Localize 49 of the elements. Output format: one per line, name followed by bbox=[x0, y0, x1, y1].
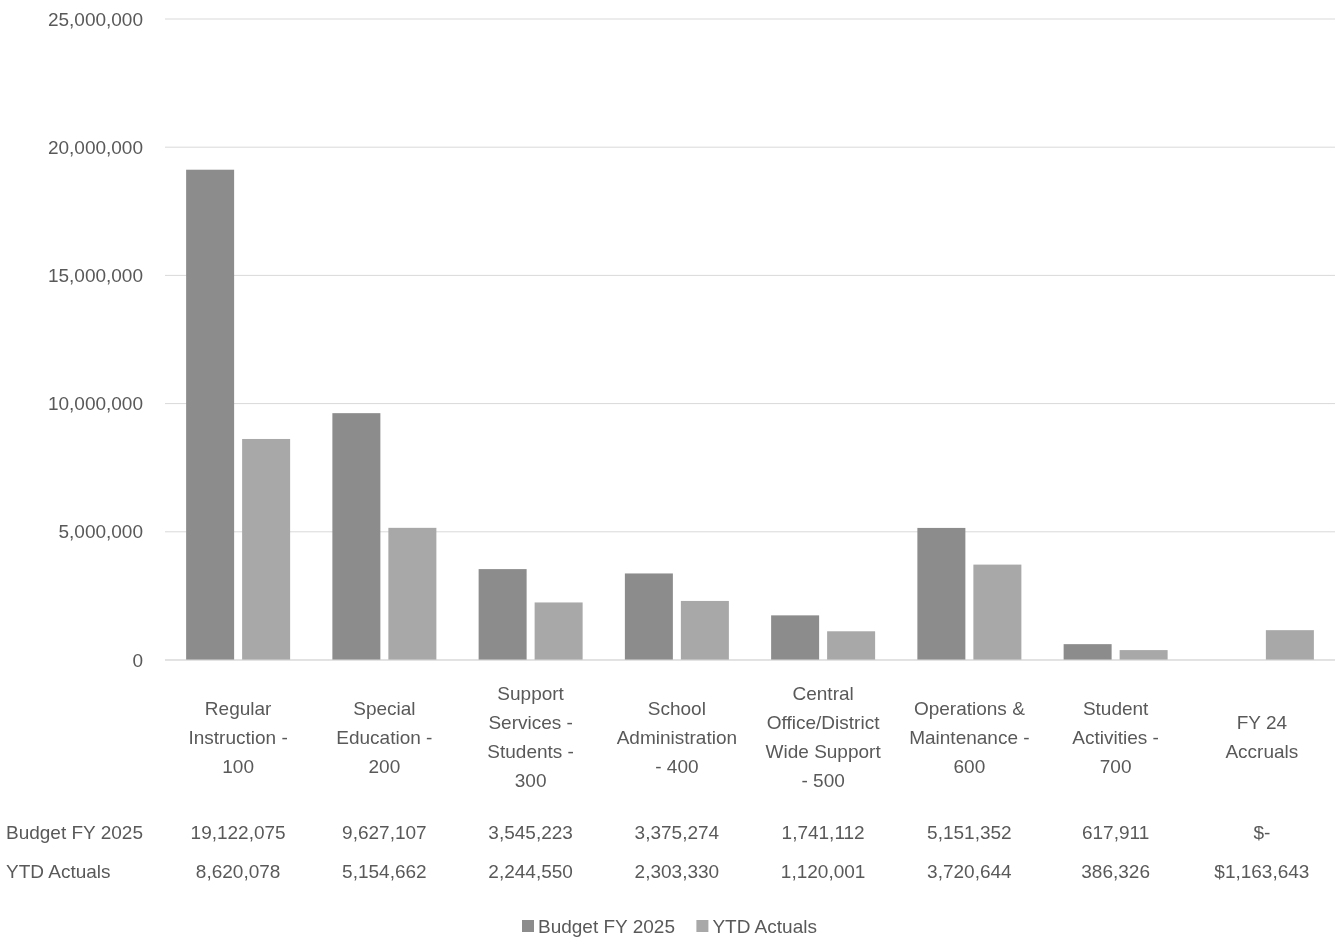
bar bbox=[973, 564, 1022, 660]
data-label: 3,375,274 bbox=[634, 821, 720, 843]
y-tick-label: 10,000,000 bbox=[47, 393, 143, 415]
data-label: $1,163,643 bbox=[1214, 860, 1310, 882]
x-tick-label: Regular Instruction - 100 bbox=[188, 697, 288, 777]
data-label: 9,627,107 bbox=[342, 821, 427, 843]
legend-label: Budget FY 2025 bbox=[538, 915, 675, 937]
bar bbox=[478, 569, 527, 660]
bar bbox=[1063, 644, 1112, 660]
bar bbox=[186, 169, 235, 660]
data-label: 3,720,644 bbox=[927, 860, 1013, 882]
data-label: 3,545,223 bbox=[488, 821, 573, 843]
x-tick-label: Operations & Maintenance - 600 bbox=[909, 697, 1030, 777]
y-tick-label: 0 bbox=[132, 649, 143, 671]
bar bbox=[771, 615, 820, 660]
x-tick-label: Student Activities - 700 bbox=[1072, 697, 1159, 777]
data-label: 8,620,078 bbox=[195, 860, 281, 882]
x-tick-label: Special Education - 200 bbox=[336, 697, 433, 777]
text: YTD Actuals bbox=[6, 860, 111, 882]
bar bbox=[624, 573, 673, 660]
data-label: 2,303,330 bbox=[634, 860, 720, 882]
data-label: 1,741,112 bbox=[781, 821, 865, 843]
data-label: 386,326 bbox=[1081, 860, 1150, 882]
text: Budget FY 2025 bbox=[6, 821, 143, 843]
data-label: $- bbox=[1253, 821, 1271, 843]
data-label: 1,120,001 bbox=[780, 860, 866, 882]
bar bbox=[388, 527, 437, 660]
y-tick-label: 20,000,000 bbox=[47, 136, 143, 158]
data-label: 5,151,352 bbox=[927, 821, 1012, 843]
data-label: 19,122,075 bbox=[190, 821, 286, 843]
bar bbox=[1265, 630, 1314, 660]
bar bbox=[242, 438, 291, 660]
data-label: 2,244,550 bbox=[488, 860, 573, 882]
x-tick-label: Support Services - Students - 300 bbox=[487, 683, 574, 792]
bar bbox=[827, 631, 876, 660]
x-tick-label: FY 24 Accruals bbox=[1225, 712, 1299, 763]
bar bbox=[332, 413, 381, 660]
bar bbox=[1119, 650, 1168, 660]
data-label: 617,911 bbox=[1081, 821, 1150, 843]
y-tick-label: 15,000,000 bbox=[47, 265, 143, 287]
x-tick-label: Central Office/District Wide Support - 500 bbox=[765, 683, 882, 792]
x-tick-label: School Administration - 400 bbox=[616, 697, 738, 777]
y-tick-label: 5,000,000 bbox=[58, 521, 143, 543]
y-tick-label: 25,000,000 bbox=[47, 8, 143, 30]
bar bbox=[917, 527, 966, 660]
data-label: 5,154,662 bbox=[342, 860, 427, 882]
legend-label: YTD Actuals bbox=[712, 915, 817, 937]
bar bbox=[680, 600, 729, 660]
bar bbox=[534, 602, 583, 660]
